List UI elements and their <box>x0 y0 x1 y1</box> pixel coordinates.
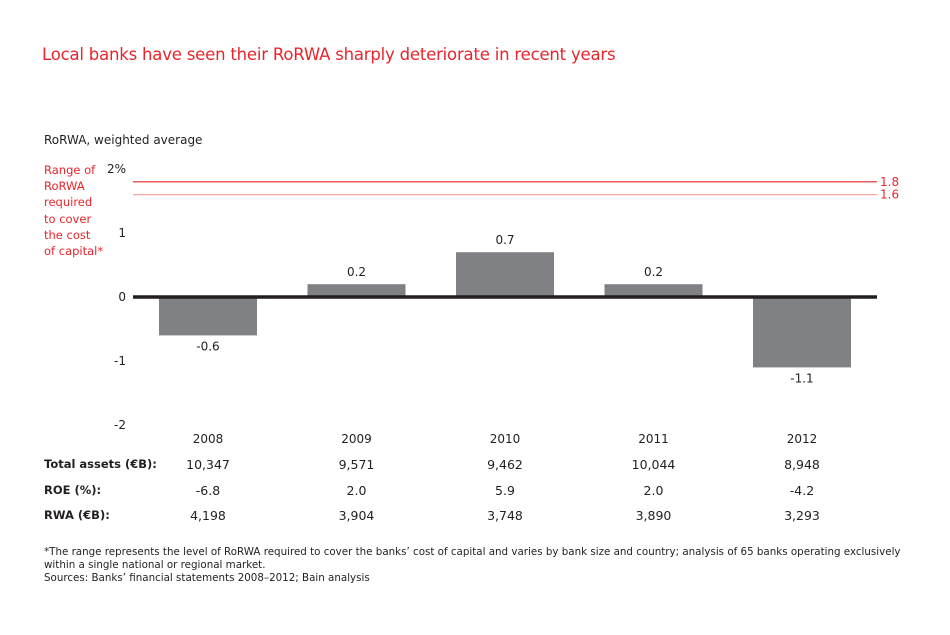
data-label: 0.7 <box>495 233 514 247</box>
table-cell: 10,347 <box>186 457 230 472</box>
range-label-line: RoRWA <box>44 179 85 194</box>
table-cell: 2.0 <box>643 483 664 498</box>
y-tick-label: 2% <box>107 162 126 176</box>
x-tick-label: 2010 <box>490 432 521 446</box>
footnote: *The range represents the level of RoRWA… <box>44 546 914 586</box>
x-tick-label: 2012 <box>787 432 818 446</box>
range-label-line: to cover <box>44 211 92 226</box>
x-tick-label: 2008 <box>193 432 224 446</box>
table-cell: 9,462 <box>487 457 523 472</box>
y-axis-title: RoRWA, weighted average <box>44 133 203 147</box>
table-cell: -6.8 <box>195 483 221 498</box>
data-label: 0.2 <box>347 265 366 279</box>
table-cell: 9,571 <box>338 457 375 472</box>
footnote-sources: Sources: Banks’ financial statements 200… <box>44 572 370 585</box>
reference-line-label: 1.6 <box>880 188 899 202</box>
x-tick-label: 2009 <box>341 432 372 446</box>
table-row-label: ROE (%): <box>44 483 102 497</box>
table-cell: 4,198 <box>190 508 226 523</box>
bar-2010 <box>456 252 554 297</box>
range-label-line: the cost <box>44 227 91 242</box>
bar-2008 <box>159 297 257 336</box>
data-label: -1.1 <box>790 371 813 385</box>
range-label-line: Range of <box>44 163 96 177</box>
y-tick-label: 1 <box>118 226 126 240</box>
data-label: 0.2 <box>644 265 663 279</box>
y-tick-label: -1 <box>114 354 126 368</box>
bar-2009 <box>307 284 406 297</box>
table-cell: -4.2 <box>789 483 815 498</box>
footnote-note: *The range represents the level of RoRWA… <box>44 546 901 572</box>
table-cell: 8,948 <box>784 457 820 472</box>
range-label-line: required <box>44 195 93 210</box>
y-tick-label: 0 <box>118 290 126 304</box>
table-cell: 10,044 <box>631 457 676 472</box>
table-cell: 3,293 <box>784 508 820 523</box>
bar-2012 <box>753 297 851 368</box>
reference-range-label: Range of RoRWA required to cover the cos… <box>44 162 103 259</box>
table-cell: 5.9 <box>495 483 515 498</box>
bar-chart: 2% 1 0 -1 -2 1.81.6 -0.6 2008 0.2 2009 0.7 2010 0.2 2… <box>107 162 899 446</box>
reference-line-label: 1.8 <box>880 175 899 189</box>
table-row-label: RWA (€B): <box>44 508 110 522</box>
range-label-line: of capital* <box>44 244 104 259</box>
y-tick-label: -2 <box>114 418 126 432</box>
table-row-label: Total assets (€B): <box>44 457 157 471</box>
table-cell: 3,748 <box>487 508 523 523</box>
table-cell: 3,890 <box>635 508 672 523</box>
data-label: -0.6 <box>196 339 219 353</box>
table-cell: 2.0 <box>346 483 367 498</box>
chart-title: Local banks have seen their RoRWA sharpl… <box>42 45 616 64</box>
x-tick-label: 2011 <box>638 432 669 446</box>
bar-2011 <box>604 284 703 297</box>
table-cell: 3,904 <box>338 508 375 523</box>
